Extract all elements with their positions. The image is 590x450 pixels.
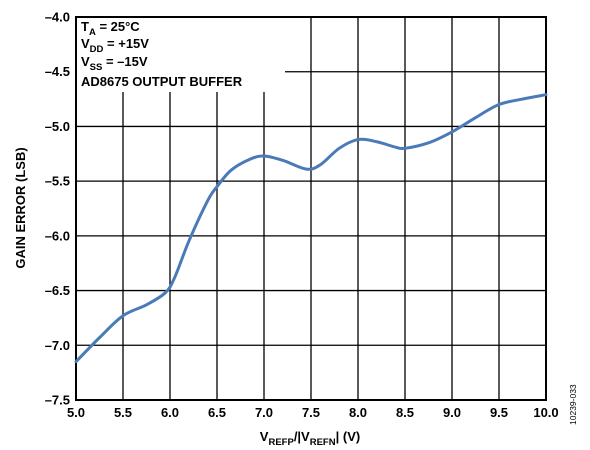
x-tick-labels: 5.0 5.5 6.0 6.5 7.0 7.5 8.0 8.5 9.0 9.5 10.0 xyxy=(67,405,559,420)
x-tick-label: 6.5 xyxy=(208,405,226,420)
y-tick-label: –4.5 xyxy=(45,64,70,79)
annotation-line-1: TA = 25°C xyxy=(81,19,140,38)
y-tick-label: –7.0 xyxy=(45,338,70,353)
x-tick-label: 7.0 xyxy=(255,405,273,420)
y-tick-label: –5.5 xyxy=(45,174,70,189)
x-axis-label: VREFP/|VREFN| (V) xyxy=(260,429,360,448)
y-tick-label: –5.0 xyxy=(45,119,70,134)
plot-frame xyxy=(75,16,547,401)
y-axis-label: GAIN ERROR (LSB) xyxy=(13,147,28,268)
x-tick-label: 5.0 xyxy=(67,405,85,420)
x-tick-label: 8.0 xyxy=(349,405,367,420)
annotation-line-2: VDD = +15V xyxy=(81,36,149,55)
x-tick-label: 7.5 xyxy=(302,405,320,420)
x-tick-label: 9.5 xyxy=(490,405,508,420)
x-tick-label: 6.0 xyxy=(161,405,179,420)
annotation-line-4: AD8675 OUTPUT BUFFER xyxy=(81,74,243,89)
y-tick-label: –4.0 xyxy=(45,10,70,25)
gain-error-line xyxy=(74,93,548,364)
x-tick-label: 5.5 xyxy=(114,405,132,420)
annotation-line-3: VSS = –15V xyxy=(81,54,148,73)
x-tick-label: 8.5 xyxy=(396,405,414,420)
grid xyxy=(76,17,546,400)
y-tick-label: –6.5 xyxy=(45,283,70,298)
y-tick-label: –6.0 xyxy=(45,228,70,243)
x-tick-label: 9.0 xyxy=(443,405,461,420)
annotation-box xyxy=(77,18,285,92)
figure-id: 10239-033 xyxy=(568,384,578,425)
y-tick-label: –7.5 xyxy=(45,393,70,408)
y-tick-labels: –4.0 –4.5 –5.0 –5.5 –6.0 –6.5 –7.0 –7.5 xyxy=(45,10,70,408)
x-tick-label: 10.0 xyxy=(533,405,558,420)
